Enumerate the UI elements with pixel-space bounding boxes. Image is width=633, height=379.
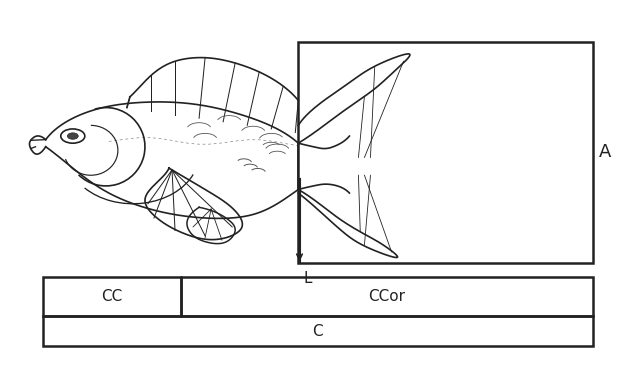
Bar: [298, 42, 593, 263]
Text: C: C: [313, 324, 323, 338]
Text: CC: CC: [101, 289, 123, 304]
Text: A: A: [599, 143, 611, 161]
Text: CCor: CCor: [368, 289, 406, 304]
Bar: [43, 316, 593, 346]
Text: L: L: [303, 271, 311, 286]
Bar: [181, 277, 593, 316]
Bar: [43, 277, 181, 316]
Circle shape: [67, 133, 78, 139]
